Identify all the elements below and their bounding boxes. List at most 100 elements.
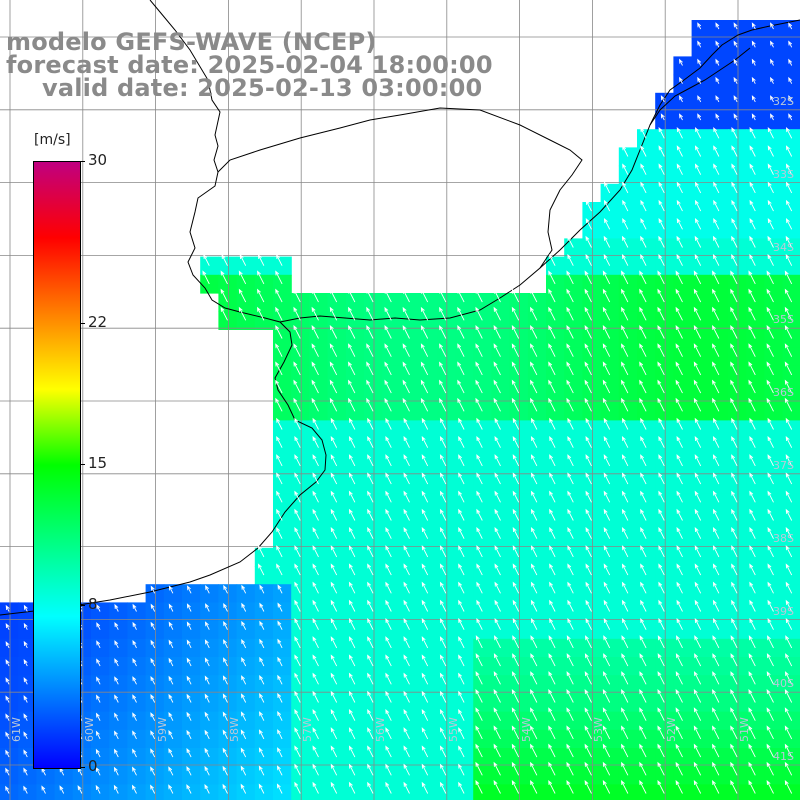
wind-cell: [473, 566, 492, 585]
wind-cell: [400, 730, 419, 749]
wind-cell: [328, 548, 347, 567]
wind-cell: [528, 402, 547, 421]
wind-cell: [546, 493, 565, 512]
wind-cell: [200, 621, 219, 640]
wind-cell: [710, 439, 729, 458]
wind-cell: [127, 693, 146, 712]
wind-cell: [273, 420, 292, 439]
wind-cell: [455, 511, 474, 530]
wind-cell: [692, 439, 711, 458]
wind-cell: [455, 602, 474, 621]
wind-cell: [728, 20, 747, 39]
wind-cell: [309, 657, 328, 676]
wind-cell: [146, 657, 165, 676]
wind-cell: [546, 420, 565, 439]
wind-cell: [473, 493, 492, 512]
wind-cell: [419, 602, 438, 621]
wind-cell: [637, 548, 656, 567]
wind-cell: [364, 748, 383, 767]
wind-cell: [491, 493, 510, 512]
wind-cell: [510, 457, 529, 476]
longitude-label: 60W: [83, 717, 96, 742]
latitude-label: 37S: [773, 459, 794, 472]
wind-cell: [273, 693, 292, 712]
wind-cell: [419, 493, 438, 512]
wind-cell: [710, 548, 729, 567]
wind-cell: [182, 621, 201, 640]
wind-cell: [455, 693, 474, 712]
wind-cell: [182, 657, 201, 676]
wind-cell: [109, 712, 128, 731]
wind-cell: [764, 202, 783, 221]
wind-cell: [437, 621, 456, 640]
wind-cell: [692, 548, 711, 567]
wind-cell: [510, 530, 529, 549]
wind-cell: [637, 202, 656, 221]
wind-cell: [200, 766, 219, 785]
wind-cell: [764, 439, 783, 458]
wind-cell: [692, 184, 711, 203]
wind-cell: [783, 184, 800, 203]
wind-cell: [764, 584, 783, 603]
wind-cell: [419, 766, 438, 785]
wind-cell: [419, 621, 438, 640]
wind-cell: [546, 475, 565, 494]
wind-cell: [655, 511, 674, 530]
wind-cell: [764, 475, 783, 494]
wind-cell: [328, 493, 347, 512]
wind-cell: [437, 602, 456, 621]
wind-cell: [255, 766, 274, 785]
wind-cell: [237, 639, 256, 658]
wind-cell: [710, 111, 729, 130]
wind-cell: [146, 693, 165, 712]
wind-cell: [473, 439, 492, 458]
wind-cell: [218, 311, 237, 330]
wind-cell: [218, 675, 237, 694]
wind-cell: [291, 566, 310, 585]
wind-cell: [746, 602, 765, 621]
wind-cell: [364, 657, 383, 676]
wind-cell: [382, 675, 401, 694]
wind-cell: [200, 602, 219, 621]
wind-cell: [328, 712, 347, 731]
wind-cell: [437, 693, 456, 712]
wind-cell: [655, 493, 674, 512]
wind-cell: [692, 566, 711, 585]
wind-cell: [764, 220, 783, 239]
wind-cell: [783, 566, 800, 585]
wind-cell: [673, 111, 692, 130]
wind-cell: [419, 566, 438, 585]
wind-cell: [710, 93, 729, 112]
wind-cell: [455, 475, 474, 494]
wind-cell: [564, 784, 583, 800]
wind-cell: [473, 548, 492, 567]
colorbar-tick-label: 22: [88, 315, 107, 330]
colorbar-tick: [80, 161, 85, 162]
wind-cell: [237, 621, 256, 640]
wind-cell: [582, 530, 601, 549]
wind-cell: [746, 784, 765, 800]
wind-cell: [455, 420, 474, 439]
wind-cell: [655, 220, 674, 239]
wind-cell: [673, 402, 692, 421]
wind-cell: [328, 748, 347, 767]
colorbar-tick-label: 0: [88, 759, 98, 774]
wind-cell: [346, 748, 365, 767]
wind-cell: [619, 439, 638, 458]
colorbar-unit: [m/s]: [34, 132, 71, 148]
latitude-label: 34S: [773, 241, 794, 254]
wind-cell: [673, 202, 692, 221]
wind-cell: [783, 220, 800, 239]
wind-cell: [382, 457, 401, 476]
wind-cell: [400, 475, 419, 494]
wind-cell: [692, 220, 711, 239]
wind-cell: [382, 548, 401, 567]
wind-cell: [455, 639, 474, 658]
wind-cell: [73, 784, 92, 800]
wind-cell: [564, 584, 583, 603]
wind-cell: [382, 657, 401, 676]
wind-cell: [164, 639, 183, 658]
wind-cell: [692, 420, 711, 439]
wind-cell: [273, 584, 292, 603]
wind-cell: [109, 748, 128, 767]
